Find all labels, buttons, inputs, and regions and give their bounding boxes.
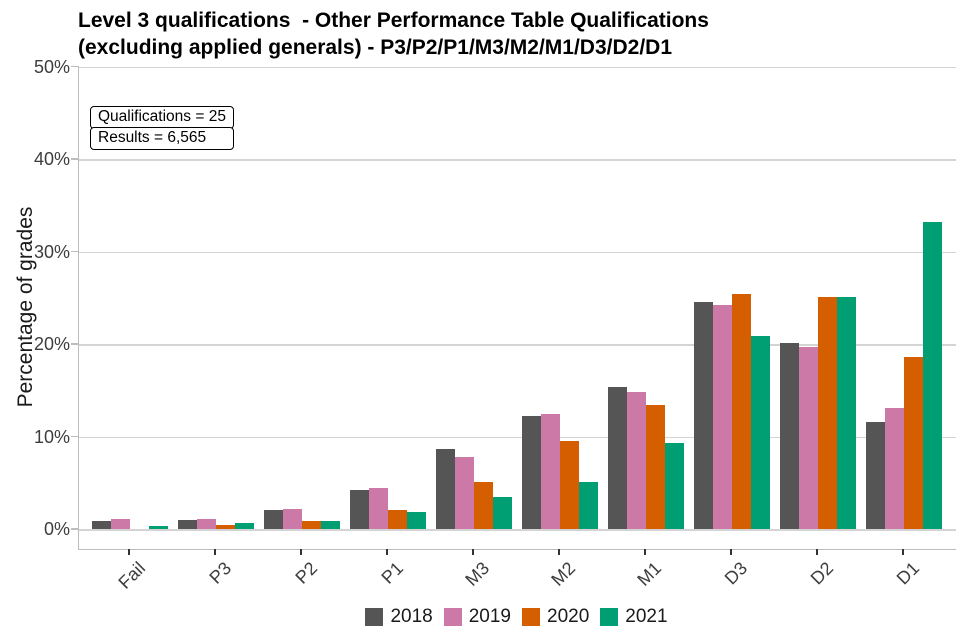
legend-item-2018: 2018 (365, 606, 433, 628)
bar-2021-D2 (837, 296, 856, 529)
legend-label-2019: 2019 (468, 606, 511, 627)
x-tick-P2 (300, 549, 302, 555)
y-tick-50pct (71, 65, 78, 68)
legend-item-2021: 2021 (600, 606, 668, 628)
y-tick-label-10pct: 10% (33, 426, 70, 447)
legend-swatch-2021 (600, 608, 619, 626)
bar-2020-M3 (474, 481, 493, 529)
y-tick-40pct (71, 158, 78, 160)
gridline-30pct (79, 251, 956, 253)
legend-label-2021: 2021 (625, 606, 668, 627)
gridline-50pct (79, 66, 956, 68)
bar-2019-M2 (541, 414, 560, 529)
gridline-0pct (79, 529, 956, 531)
y-tick-30pct (71, 250, 78, 253)
chart-title: Level 3 qualifications - Other Performan… (78, 9, 709, 59)
bar-2020-P2 (302, 520, 321, 529)
bar-2018-P1 (350, 490, 369, 529)
bar-2019-P2 (283, 508, 302, 529)
x-tick-P1 (386, 549, 388, 555)
y-tick-0pct (71, 528, 78, 530)
bar-2018-M1 (608, 387, 627, 529)
y-tick-label-0pct: 0% (43, 519, 70, 539)
legend: 2018 2019 2020 2021 (78, 605, 955, 629)
bar-2020-D2 (818, 296, 837, 529)
y-axis-title: Percentage of grades (14, 206, 37, 408)
legend-swatch-2018 (365, 608, 384, 626)
bar-2021-M1 (665, 442, 684, 529)
bar-2021-Fail (149, 526, 168, 529)
x-tick-D1 (902, 549, 904, 555)
bar-2021-M2 (579, 481, 598, 529)
legend-label-2018: 2018 (390, 606, 433, 627)
x-tick-D3 (730, 549, 732, 555)
x-tick-M3 (472, 549, 474, 555)
bar-2018-M2 (522, 416, 541, 529)
bar-2020-M2 (560, 441, 579, 529)
x-tick-M1 (644, 549, 646, 555)
bar-2018-Fail (92, 520, 111, 529)
plot-area (78, 66, 956, 550)
legend-swatch-2019 (443, 608, 462, 626)
bar-2019-M1 (627, 392, 646, 529)
x-tick-D2 (816, 549, 818, 555)
bar-2021-M3 (493, 496, 512, 529)
legend-swatch-2020 (522, 608, 540, 626)
bar-2021-P1 (407, 512, 426, 529)
annotation-qualifications: Qualifications = 25 (90, 106, 234, 129)
bar-2018-D1 (866, 421, 885, 529)
bar-2019-M3 (455, 456, 474, 529)
bar-2021-P2 (321, 520, 340, 529)
y-tick-10pct (71, 435, 78, 438)
bar-2019-D2 (799, 346, 818, 529)
bar-2021-D3 (751, 335, 770, 529)
bar-2020-D3 (732, 294, 751, 529)
bar-2019-D1 (885, 407, 904, 529)
annotation-box: Qualifications = 25 Results = 6,565 (90, 106, 234, 150)
gridline-20pct (79, 344, 956, 346)
bar-2019-P3 (197, 518, 216, 529)
bar-2019-P1 (369, 488, 388, 529)
bar-2020-P1 (388, 509, 407, 529)
bar-2020-D1 (904, 356, 923, 529)
bar-2019-D3 (713, 305, 732, 529)
gridline-40pct (79, 159, 956, 161)
x-tick-M2 (558, 549, 560, 555)
bar-2018-P3 (178, 519, 197, 529)
bar-2018-P2 (264, 509, 283, 529)
bar-2018-D2 (780, 343, 799, 529)
y-tick-label-30pct: 30% (33, 241, 70, 262)
y-tick-20pct (71, 343, 78, 345)
x-tick-P3 (214, 549, 216, 555)
y-tick-label-50pct: 50% (33, 56, 70, 77)
bar-2018-D3 (694, 302, 713, 529)
gridline-10pct (79, 436, 956, 438)
bar-2021-D1 (923, 221, 942, 529)
bar-2021-P3 (235, 522, 254, 529)
legend-item-2019: 2019 (443, 606, 511, 628)
annotation-results: Results = 6,565 (90, 127, 234, 150)
y-tick-label-20pct: 20% (33, 334, 70, 354)
legend-item-2020: 2020 (522, 606, 589, 628)
bar-2020-M1 (646, 405, 665, 529)
legend-label-2020: 2020 (547, 606, 590, 627)
bar-2019-Fail (111, 518, 130, 529)
bar-2020-P3 (216, 525, 235, 529)
y-tick-label-40pct: 40% (33, 149, 70, 169)
bar-2018-M3 (436, 448, 455, 529)
x-tick-Fail (128, 549, 130, 555)
